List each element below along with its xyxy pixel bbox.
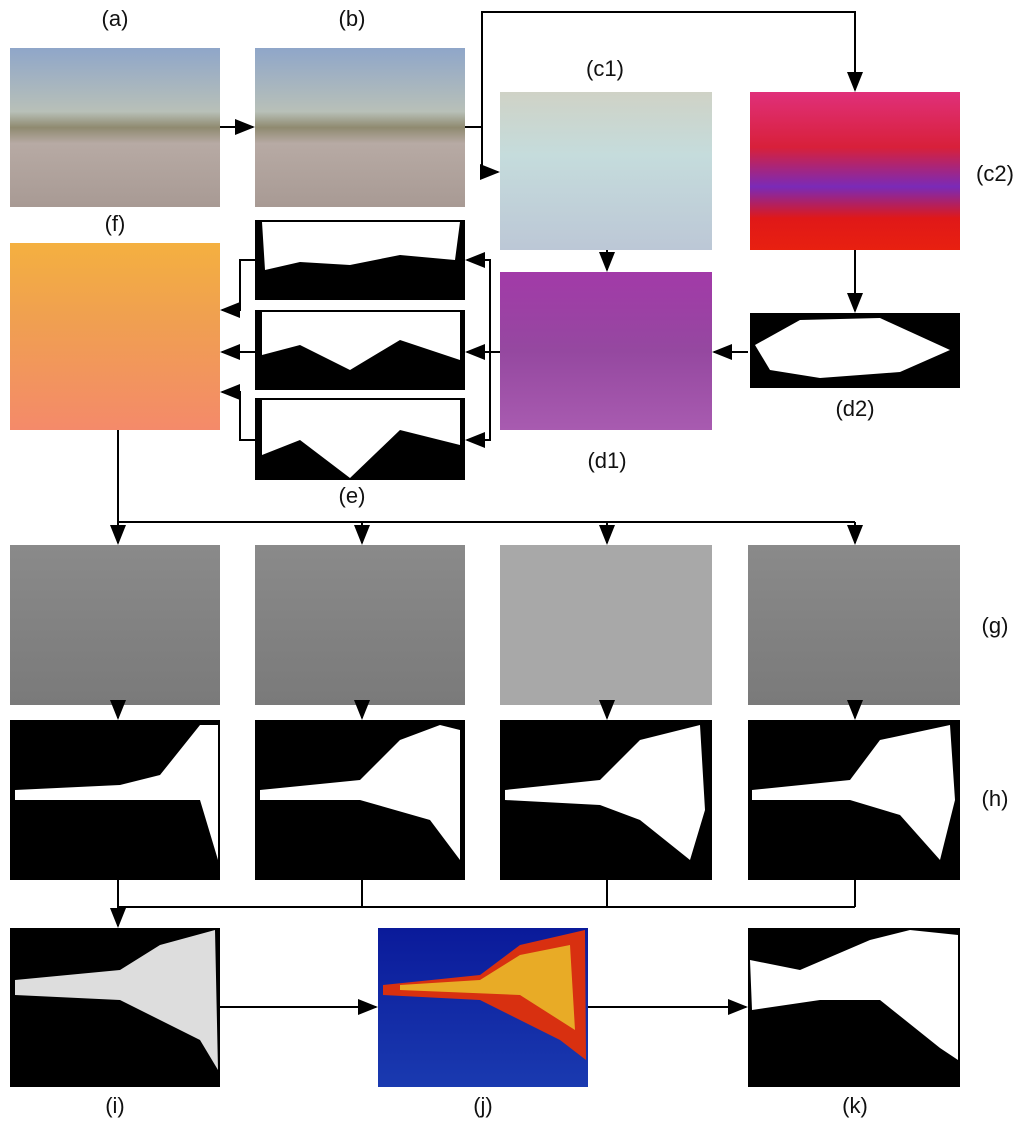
image-b xyxy=(255,48,465,207)
image-g xyxy=(10,545,960,705)
image-d1 xyxy=(500,272,712,430)
image-i xyxy=(10,928,220,1087)
label: (a) xyxy=(102,6,129,31)
label: (d2) xyxy=(835,396,874,421)
image-e xyxy=(255,220,465,480)
image-j xyxy=(378,928,588,1087)
label: (b) xyxy=(339,6,366,31)
label: (d1) xyxy=(587,448,626,473)
label: (c2) xyxy=(976,161,1014,186)
image-c2 xyxy=(750,92,960,250)
label: (g) xyxy=(982,613,1009,638)
label: (i) xyxy=(105,1093,125,1118)
images xyxy=(10,48,960,1087)
image-c1 xyxy=(500,92,712,250)
label: (j) xyxy=(473,1093,493,1118)
label: (k) xyxy=(842,1093,868,1118)
image-d2 xyxy=(750,313,960,388)
arrows xyxy=(118,12,855,1007)
image-f xyxy=(10,243,220,430)
image-k xyxy=(748,928,960,1087)
label: (e) xyxy=(339,483,366,508)
image-a xyxy=(10,48,220,207)
label: (h) xyxy=(982,786,1009,811)
label: (f) xyxy=(105,211,126,236)
label: (c1) xyxy=(586,56,624,81)
pipeline-figure: (a) (b) (c1) (c2) (d1) (d2) (e) (f) (g) … xyxy=(0,0,1022,1121)
image-h xyxy=(10,720,960,880)
